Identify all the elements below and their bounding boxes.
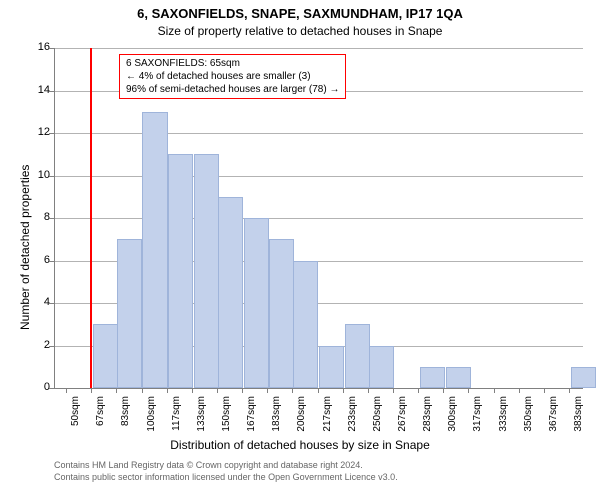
y-tick-label: 8 [22, 211, 50, 223]
x-tick-label: 383sqm [573, 396, 584, 444]
y-tick-label: 10 [22, 169, 50, 181]
x-tick-label: 300sqm [447, 396, 458, 444]
x-tick-label: 283sqm [422, 396, 433, 444]
footer-attribution: Contains HM Land Registry data © Crown c… [54, 460, 398, 483]
annotation-line: ← 4% of detached houses are smaller (3) [126, 70, 339, 83]
histogram-bar [218, 197, 243, 388]
x-tick-label: 133sqm [196, 396, 207, 444]
footer-line: Contains public sector information licen… [54, 472, 398, 484]
x-tick-label: 267sqm [397, 396, 408, 444]
y-tick-label: 12 [22, 126, 50, 138]
x-tick-mark [368, 388, 369, 393]
gridline [55, 218, 583, 219]
x-tick-label: 350sqm [523, 396, 534, 444]
x-tick-label: 317sqm [472, 396, 483, 444]
y-tick-mark [49, 176, 54, 177]
x-tick-mark [544, 388, 545, 393]
y-tick-mark [49, 218, 54, 219]
x-tick-mark [318, 388, 319, 393]
x-tick-mark [142, 388, 143, 393]
y-tick-label: 14 [22, 84, 50, 96]
y-tick-mark [49, 133, 54, 134]
x-tick-mark [418, 388, 419, 393]
x-tick-label: 233sqm [347, 396, 358, 444]
histogram-bar [571, 367, 596, 388]
x-tick-mark [494, 388, 495, 393]
x-tick-mark [91, 388, 92, 393]
chart-title: 6, SAXONFIELDS, SNAPE, SAXMUNDHAM, IP17 … [0, 6, 600, 21]
y-tick-mark [49, 388, 54, 389]
x-tick-mark [569, 388, 570, 393]
footer-line: Contains HM Land Registry data © Crown c… [54, 460, 398, 472]
y-tick-label: 2 [22, 339, 50, 351]
x-tick-label: 200sqm [296, 396, 307, 444]
histogram-bar [194, 154, 219, 388]
x-tick-mark [66, 388, 67, 393]
histogram-bar [345, 324, 370, 388]
y-tick-label: 4 [22, 296, 50, 308]
x-tick-label: 250sqm [372, 396, 383, 444]
y-tick-mark [49, 91, 54, 92]
y-tick-mark [49, 261, 54, 262]
histogram-bar [142, 112, 167, 388]
gridline [55, 133, 583, 134]
x-tick-label: 333sqm [498, 396, 509, 444]
gridline [55, 48, 583, 49]
plot-area: 6 SAXONFIELDS: 65sqm ← 4% of detached ho… [54, 48, 583, 389]
y-tick-mark [49, 346, 54, 347]
x-tick-mark [167, 388, 168, 393]
chart-subtitle: Size of property relative to detached ho… [0, 24, 600, 38]
histogram-bar [319, 346, 344, 389]
histogram-bar [446, 367, 471, 388]
y-tick-label: 0 [22, 381, 50, 393]
annotation-line: 96% of semi-detached houses are larger (… [126, 83, 339, 96]
histogram-bar [168, 154, 193, 388]
histogram-bar [420, 367, 445, 388]
x-tick-label: 83sqm [120, 396, 131, 444]
x-tick-mark [116, 388, 117, 393]
x-tick-label: 150sqm [221, 396, 232, 444]
histogram-bar [293, 261, 318, 389]
annotation-line: 6 SAXONFIELDS: 65sqm [126, 57, 339, 70]
x-tick-mark [519, 388, 520, 393]
x-tick-mark [242, 388, 243, 393]
x-tick-mark [343, 388, 344, 393]
x-tick-label: 183sqm [271, 396, 282, 444]
marker-line [90, 48, 92, 388]
x-tick-label: 50sqm [70, 396, 81, 444]
histogram-bar [369, 346, 394, 389]
x-tick-label: 100sqm [146, 396, 157, 444]
x-tick-label: 167sqm [246, 396, 257, 444]
x-tick-mark [468, 388, 469, 393]
x-tick-mark [192, 388, 193, 393]
y-tick-label: 16 [22, 41, 50, 53]
x-tick-mark [292, 388, 293, 393]
annotation-box: 6 SAXONFIELDS: 65sqm ← 4% of detached ho… [119, 54, 346, 99]
chart-container: 6, SAXONFIELDS, SNAPE, SAXMUNDHAM, IP17 … [0, 0, 600, 500]
gridline [55, 176, 583, 177]
y-tick-mark [49, 48, 54, 49]
histogram-bar [117, 239, 142, 388]
x-tick-label: 67sqm [95, 396, 106, 444]
y-tick-mark [49, 303, 54, 304]
y-tick-label: 6 [22, 254, 50, 266]
x-tick-mark [217, 388, 218, 393]
x-tick-label: 117sqm [171, 396, 182, 444]
x-tick-mark [393, 388, 394, 393]
histogram-bar [93, 324, 118, 388]
x-tick-mark [443, 388, 444, 393]
x-tick-label: 367sqm [548, 396, 559, 444]
histogram-bar [244, 218, 269, 388]
histogram-bar [269, 239, 294, 388]
x-tick-label: 217sqm [322, 396, 333, 444]
x-tick-mark [267, 388, 268, 393]
